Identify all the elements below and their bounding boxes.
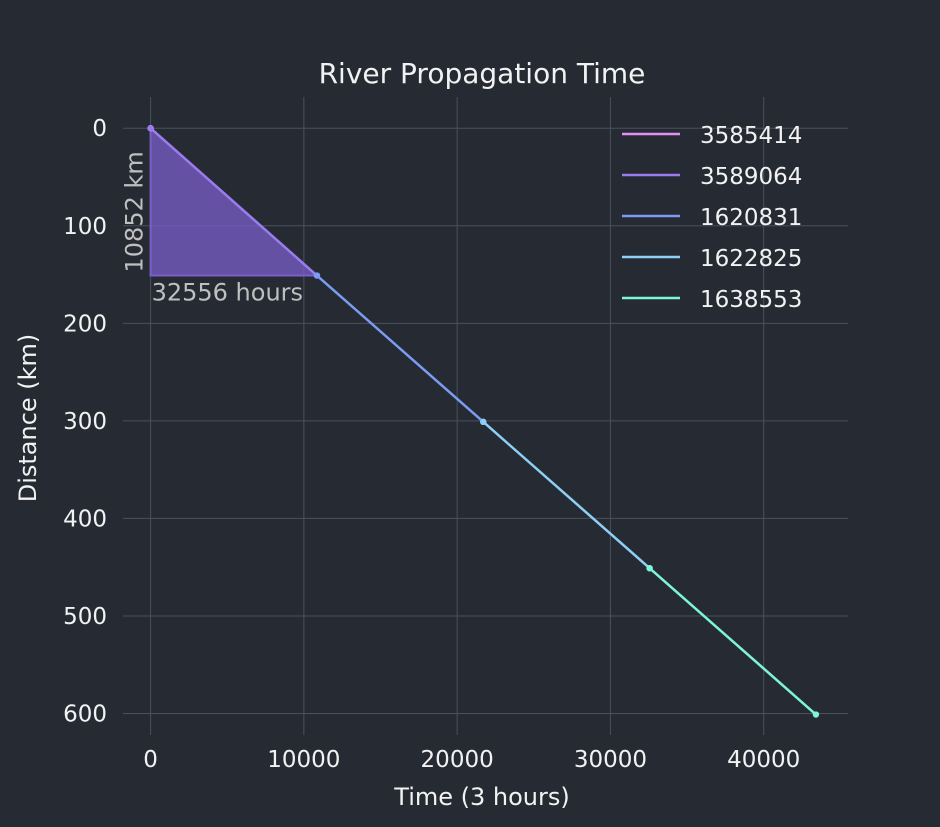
series-line <box>482 420 651 570</box>
y-tick-label: 100 <box>63 214 107 240</box>
data-point <box>313 272 321 279</box>
series-line <box>316 274 485 423</box>
legend-label: 1622825 <box>700 246 802 272</box>
series-line <box>648 567 817 716</box>
legend-label: 3585414 <box>700 123 802 149</box>
y-axis-label: Distance (km) <box>14 334 42 503</box>
series-line <box>149 127 318 277</box>
y-tick-label: 400 <box>63 506 107 532</box>
y-tick-labels: 0 100 200 300 400 500 600 <box>63 116 107 727</box>
legend-label: 1620831 <box>700 205 802 231</box>
data-point <box>646 564 653 572</box>
x-tick-labels: 0 10000 20000 30000 40000 <box>143 747 800 773</box>
data-point <box>812 711 820 718</box>
x-tick-label: 40000 <box>727 747 800 773</box>
series-points <box>147 125 820 718</box>
x-tick-label: 20000 <box>421 747 494 773</box>
y-tick-label: 300 <box>63 409 107 435</box>
gridlines <box>123 97 848 735</box>
data-point <box>147 125 154 132</box>
y-tick-label: 500 <box>63 604 107 630</box>
x-axis-label: Time (3 hours) <box>393 783 569 811</box>
chart-title: River Propagation Time <box>319 57 646 90</box>
series-lines <box>149 127 817 716</box>
y-tick-label: 600 <box>63 702 107 728</box>
vertical-triangle-label: 10852 km <box>121 151 149 272</box>
legend-label: 3589064 <box>700 164 802 190</box>
y-tick-label: 0 <box>92 116 107 142</box>
x-tick-label: 0 <box>143 747 158 773</box>
legend: 3585414 3589064 1620831 1622825 1638553 <box>622 123 802 313</box>
legend-label: 1638553 <box>700 287 802 313</box>
x-tick-label: 30000 <box>574 747 647 773</box>
x-tick-label: 10000 <box>267 747 340 773</box>
data-point <box>480 418 487 426</box>
horizontal-triangle-label: 32556 hours <box>152 279 303 307</box>
y-tick-label: 200 <box>63 311 107 337</box>
